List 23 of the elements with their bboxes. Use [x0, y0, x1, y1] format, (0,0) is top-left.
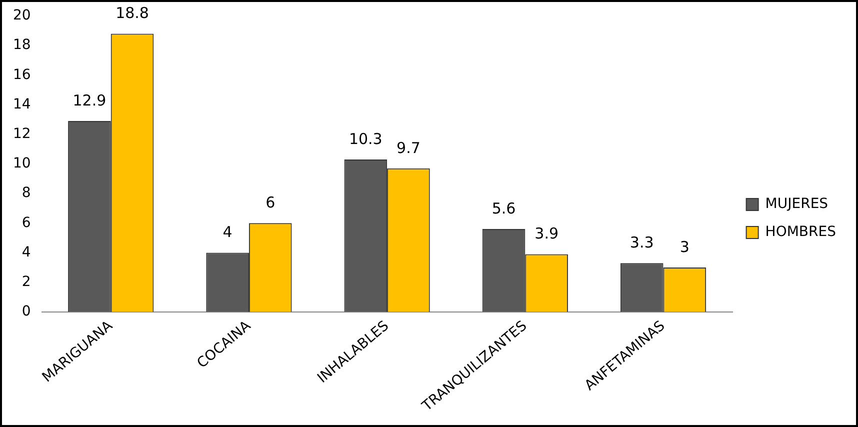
y-tick-label: 6 — [22, 214, 31, 231]
y-tick-label: 16 — [12, 66, 31, 83]
data-label: 4 — [222, 223, 232, 242]
y-tick-label: 20 — [12, 8, 31, 24]
data-label: 3.3 — [630, 233, 654, 252]
y-tick-label: 12 — [12, 126, 31, 142]
data-label: 6 — [266, 194, 276, 212]
y-tick-label: 2 — [22, 274, 31, 290]
y-tick-label: 14 — [12, 96, 31, 112]
legend-label: MUJERES — [765, 196, 828, 212]
data-label: 3.9 — [534, 224, 558, 243]
data-label: 3 — [680, 238, 690, 256]
data-label: 10.3 — [348, 130, 382, 148]
legend-label: HOMBRES — [765, 224, 836, 240]
data-label: 12.9 — [72, 91, 106, 110]
data-label: 5.6 — [492, 199, 516, 218]
y-tick-label: 8 — [22, 185, 31, 202]
y-tick-label: 4 — [22, 244, 31, 260]
data-label: 9.7 — [396, 138, 420, 157]
y-tick-label: 0 — [22, 304, 31, 320]
y-tick-label: 18 — [12, 37, 31, 54]
data-label: 18.8 — [116, 4, 149, 22]
y-tick-label: 10 — [12, 156, 31, 172]
